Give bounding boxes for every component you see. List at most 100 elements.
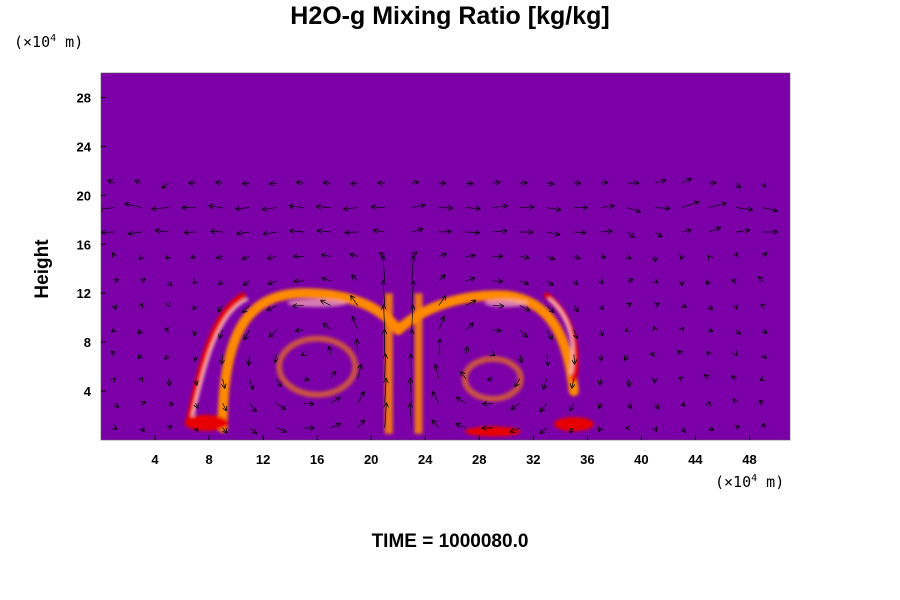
x-tick-label: 12 [256, 452, 270, 467]
wind-vector-162 [438, 275, 445, 282]
wind-vector-68 [600, 378, 601, 385]
wind-vector-273 [736, 182, 740, 188]
field-red-base-left [184, 414, 229, 431]
wind-vector-49 [759, 400, 763, 403]
wind-vector-141 [546, 305, 554, 312]
wind-vector-66 [543, 378, 548, 389]
wind-vector-22 [709, 428, 713, 430]
wind-vector-254 [216, 182, 223, 183]
wind-vector-28 [196, 403, 198, 408]
wind-vector-103 [194, 329, 196, 336]
wind-vector-5 [249, 427, 257, 434]
wind-vector-3 [196, 428, 198, 431]
wind-vector-61 [411, 354, 412, 379]
wind-vector-161 [412, 256, 414, 281]
wind-vector-81 [275, 354, 277, 362]
wind-vector-268 [600, 182, 608, 183]
wind-vector-144 [628, 303, 631, 305]
wind-vector-227 [152, 208, 169, 209]
wind-vector-245 [654, 208, 670, 209]
x-tick-label: 4 [151, 452, 159, 467]
wind-vector-205 [237, 232, 250, 234]
x-tick-label: 36 [580, 452, 594, 467]
wind-vector-11 [410, 403, 412, 428]
wind-vector-60 [385, 354, 386, 379]
wind-vector-150 [115, 280, 119, 281]
wind-vector-152 [169, 280, 172, 286]
wind-vector-106 [269, 329, 277, 337]
wind-vector-74 [760, 379, 763, 380]
wind-vector-114 [492, 330, 501, 331]
wind-vector-178 [191, 257, 196, 258]
x-tick-label: 24 [418, 452, 433, 467]
wind-vector-146 [682, 305, 686, 307]
wind-vector-252 [162, 182, 169, 188]
wind-vector-193 [601, 257, 606, 258]
wind-vector-79 [222, 354, 223, 364]
x-tick-label: 28 [472, 452, 486, 467]
field-red-base-right [553, 417, 594, 432]
wind-vector-36 [410, 379, 411, 404]
wind-vector-166 [546, 281, 553, 285]
wind-vector-196 [681, 257, 682, 260]
wind-vector-180 [242, 257, 250, 259]
wind-vector-72 [705, 375, 709, 379]
wind-vector-204 [211, 231, 223, 232]
wind-vector-76 [138, 354, 141, 358]
wind-vector-213 [465, 232, 479, 233]
wind-vector-31 [276, 403, 286, 409]
wind-vector-15 [510, 427, 520, 432]
wind-vector-4 [223, 427, 227, 433]
wind-vector-56 [276, 378, 282, 387]
wind-vector-57 [303, 379, 309, 380]
wind-vector-198 [736, 253, 737, 256]
y-tick-label: 8 [84, 335, 91, 350]
wind-vector-218 [600, 231, 612, 232]
wind-vector-51 [142, 377, 143, 378]
wind-vector-24 [763, 423, 764, 427]
wind-vector-222 [708, 227, 720, 233]
wind-vector-0 [115, 428, 117, 429]
wind-vector-59 [357, 364, 361, 379]
wind-vector-69 [628, 378, 630, 387]
wind-vector-32 [303, 403, 314, 404]
wind-vector-208 [317, 231, 331, 232]
wind-vector-33 [330, 397, 340, 404]
wind-vector-239 [492, 206, 507, 208]
wind-vector-83 [329, 347, 331, 355]
wind-vector-188 [465, 255, 475, 256]
x-tick-label: 32 [526, 452, 540, 467]
wind-vector-199 [763, 253, 767, 257]
wind-vector-176 [140, 257, 142, 260]
x-tick-label: 44 [688, 452, 703, 467]
wind-vector-177 [166, 257, 168, 259]
wind-vector-122 [709, 330, 713, 331]
wind-vector-263 [465, 183, 473, 184]
field-pink-top-left [287, 298, 348, 307]
wind-vector-70 [654, 379, 655, 383]
wind-vector-184 [350, 254, 358, 256]
wind-vector-126 [142, 304, 143, 306]
wind-vector-102 [165, 329, 169, 330]
wind-vector-112 [438, 317, 444, 331]
wind-vector-120 [654, 327, 655, 330]
x-tick-label: 48 [742, 452, 756, 467]
wind-vector-163 [465, 278, 475, 281]
wind-vector-155 [243, 281, 250, 285]
wind-vector-35 [385, 379, 386, 404]
wind-vector-137 [438, 296, 446, 306]
field-background [101, 73, 790, 440]
wind-vector-109 [352, 317, 359, 331]
wind-vector-53 [196, 378, 197, 385]
wind-vector-54 [223, 378, 225, 388]
wind-vector-232 [289, 206, 304, 208]
wind-vector-197 [708, 256, 709, 257]
wind-vector-241 [546, 208, 561, 210]
wind-vector-206 [263, 232, 277, 234]
wind-vector-104 [219, 329, 222, 339]
wind-vector-121 [682, 328, 684, 330]
wind-vector-229 [209, 206, 223, 208]
wind-vector-139 [492, 305, 504, 306]
wind-vector-238 [465, 208, 480, 209]
wind-vector-62 [435, 364, 440, 379]
